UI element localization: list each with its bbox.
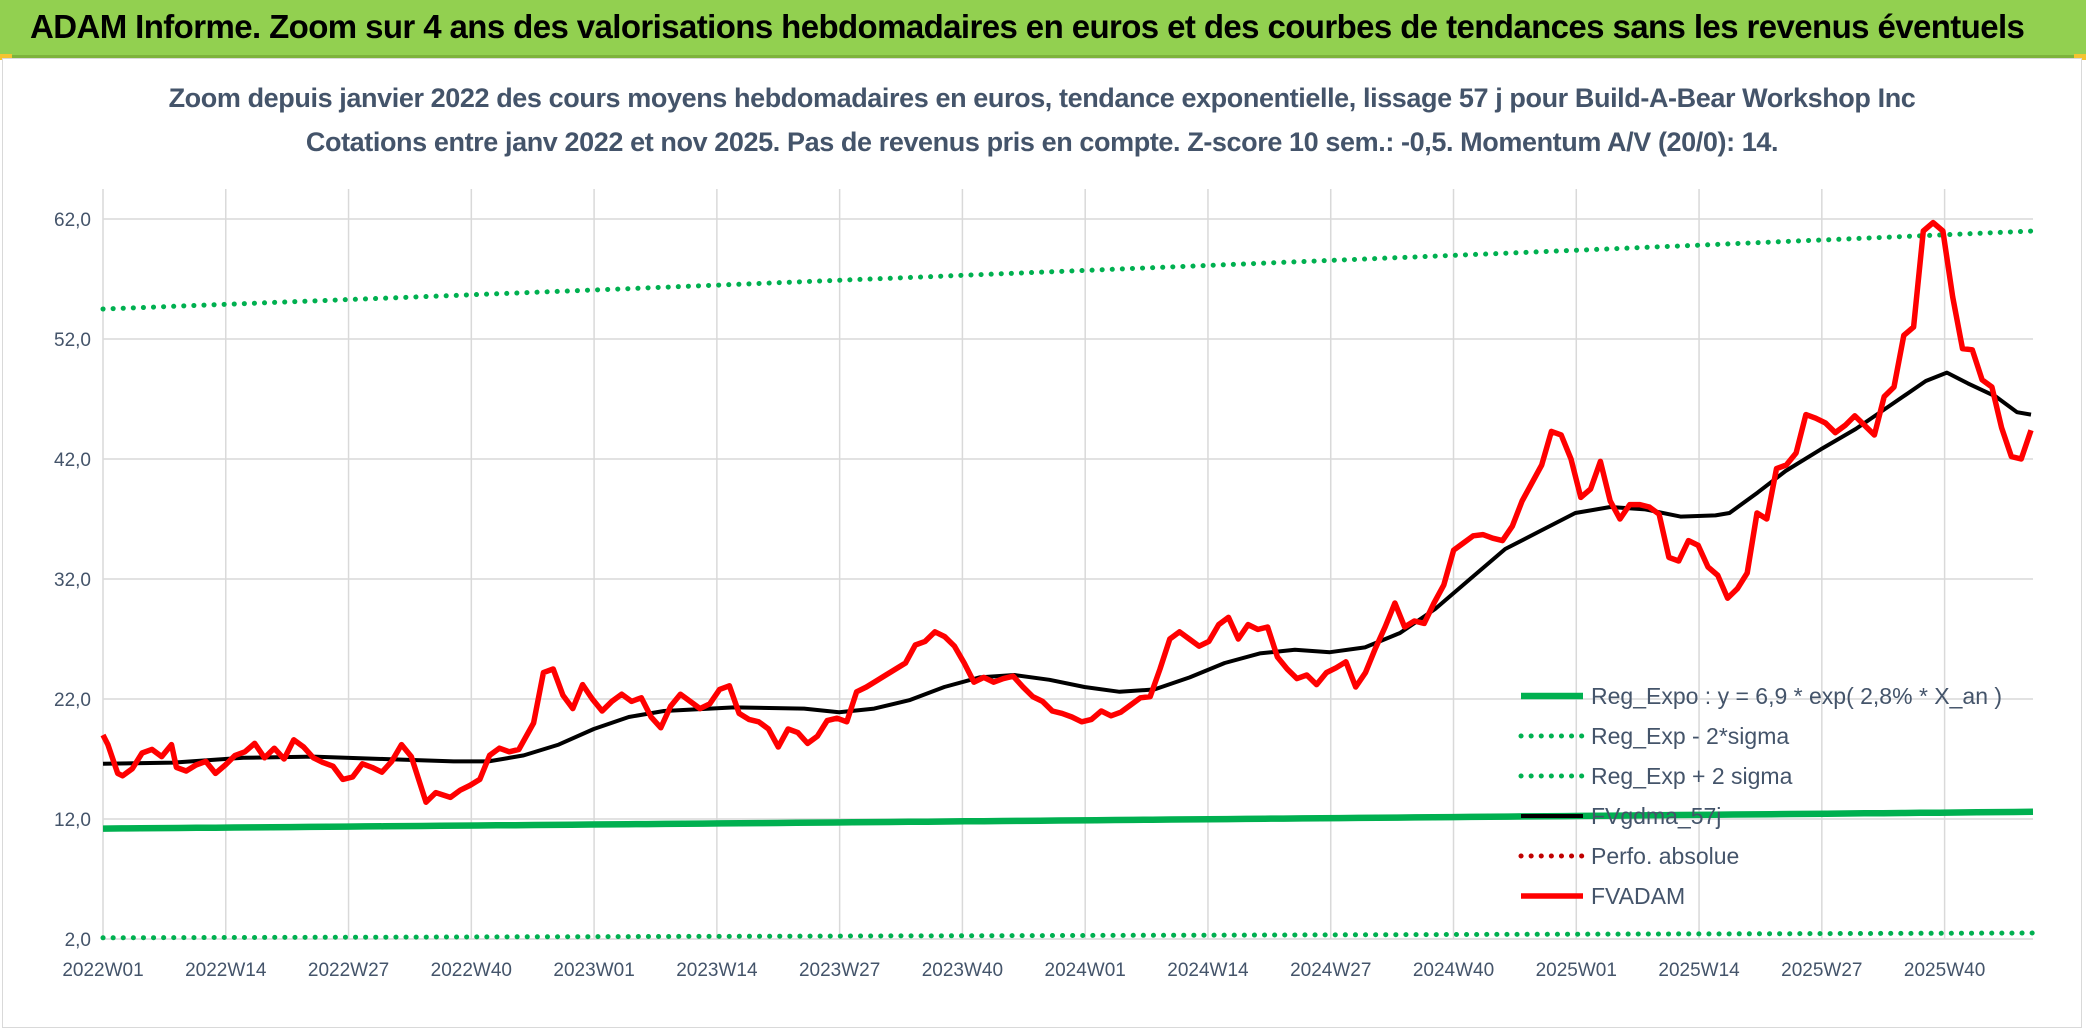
x-tick-label: 2023W14 [676, 960, 758, 981]
legend-label: Reg_Expo : y = 6,9 * exp( 2,8% * X_an ) [1591, 683, 2002, 709]
series-fvadam [100, 219, 2034, 805]
x-tick-label: 2022W14 [185, 960, 267, 981]
y-tick-label: 2,0 [65, 930, 91, 951]
y-axis: 2,0 12,0 22,0 32,0 42,0 52,0 62,0 [54, 210, 91, 951]
x-tick-label: 2024W14 [1167, 960, 1249, 981]
line-chart: Zoom depuis janvier 2022 des cours moyen… [54, 83, 2036, 981]
y-tick-label: 32,0 [54, 570, 91, 591]
chart-title-line-2: Cotations entre janv 2022 et nov 2025. P… [306, 127, 1778, 157]
series-fvgdma-57j [102, 370, 2032, 766]
banner-corner-left [0, 54, 12, 60]
report-banner: ADAM Informe. Zoom sur 4 ans des valoris… [0, 0, 2086, 58]
legend-label: FVADAM [1591, 883, 1685, 909]
chart-area: Zoom depuis janvier 2022 des cours moyen… [2, 58, 2082, 1028]
x-tick-label: 2025W27 [1781, 960, 1862, 981]
legend-label: Reg_Exp - 2*sigma [1591, 723, 1789, 749]
x-tick-label: 2022W01 [62, 960, 143, 981]
series-reg-expo-y-6-9-exp-2-8-x-an [102, 808, 2034, 832]
x-axis: 2022W01 2022W14 2022W27 2022W40 2023W01 2023W… [62, 960, 1985, 981]
x-tick-label: 2022W27 [308, 960, 389, 981]
legend-label: FVgdma_57j [1591, 803, 1721, 829]
y-tick-label: 42,0 [54, 450, 91, 471]
banner-corner-right [2074, 54, 2086, 60]
x-tick-label: 2022W40 [431, 960, 512, 981]
legend-label: Reg_Exp + 2 sigma [1591, 763, 1793, 789]
x-tick-label: 2025W40 [1904, 960, 1985, 981]
series-reg-exp-2-sigma [100, 228, 2036, 312]
x-tick-label: 2024W01 [1045, 960, 1126, 981]
banner-title: ADAM Informe. Zoom sur 4 ans des valoris… [30, 8, 2025, 45]
y-tick-label: 12,0 [54, 810, 91, 831]
x-tick-label: 2025W14 [1658, 960, 1740, 981]
x-tick-label: 2023W01 [553, 960, 634, 981]
legend: Reg_Expo : y = 6,9 * exp( 2,8% * X_an ) R… [1518, 683, 2002, 909]
y-tick-label: 62,0 [54, 210, 91, 231]
x-tick-label: 2023W40 [922, 960, 1003, 981]
series-reg-exp-2-sigma [100, 930, 2036, 941]
chart-title-line-1: Zoom depuis janvier 2022 des cours moyen… [169, 83, 1916, 113]
x-tick-label: 2024W27 [1290, 960, 1371, 981]
legend-label: Perfo. absolue [1591, 843, 1739, 869]
y-tick-label: 22,0 [54, 690, 91, 711]
x-tick-label: 2025W01 [1536, 960, 1617, 981]
series-lines [100, 219, 2036, 941]
x-tick-label: 2023W27 [799, 960, 880, 981]
x-tick-label: 2024W40 [1413, 960, 1494, 981]
gridlines [102, 189, 2033, 940]
y-tick-label: 52,0 [54, 330, 91, 351]
